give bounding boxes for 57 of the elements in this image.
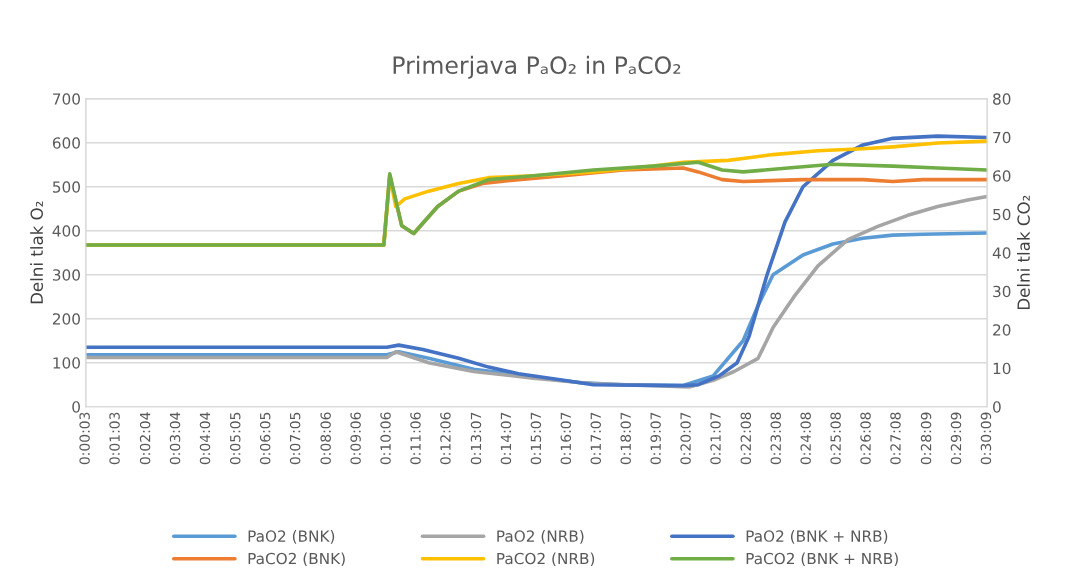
x-tick-label: 0:18:07 [620,412,631,465]
y2-tick-label: 40 [992,247,1011,259]
legend-label: PaCO2 (NRB) [497,552,595,567]
x-tick-label: 0:28:09 [920,412,932,465]
x-tick-label: 0:01:03 [109,412,120,465]
x-tick-label: 0:12:06 [440,412,451,465]
x-tick-label: 0:16:07 [560,412,572,465]
y-tick-label: 500 [53,181,80,193]
y-tick-label: 0 [72,401,80,413]
legend-label: PaO2 (NRB) [497,530,584,544]
x-tick-label: 0:11:06 [410,412,421,465]
y2-tick-label: 80 [993,93,1011,105]
y-tick-label: 600 [52,137,80,149]
x-tick-label: 0:21:07 [710,412,721,465]
y2-axis-title: Delni tlak CO₂ [1017,195,1030,310]
y2-tick-label: 70 [993,131,1011,144]
legend-label: PaO2 (BNK + NRB) [746,530,888,544]
y2-tick-label: 0 [993,401,1001,413]
legend-label: PaO2 (BNK) [248,530,335,544]
x-tick-label: 0:02:04 [139,412,151,465]
x-tick-label: 0:14:07 [500,412,512,465]
y2-tick-label: 60 [993,170,1011,182]
x-tick-label: 0:07:05 [289,412,301,465]
x-tick-label: 0:26:08 [860,412,871,465]
y-tick-label: 400 [52,225,80,237]
y-tick-label: 100 [53,357,80,369]
y2-tick-label: 30 [993,285,1011,298]
x-tick-label: 0:19:07 [650,412,661,465]
x-tick-label: 0:03:04 [169,412,181,465]
x-tick-label: 0:24:08 [800,412,811,465]
x-tick-label: 0:06:05 [259,412,271,465]
y2-tick-label: 20 [993,324,1011,336]
x-tick-label: 0:00:03 [79,412,90,465]
x-tick-label: 0:09:06 [350,412,361,465]
x-tick-label: 0:05:05 [229,412,241,465]
chart-title: Primerjava PₐO₂ in PₐCO₂ [393,55,681,79]
x-tick-label: 0:29:09 [950,412,962,465]
x-tick-label: 0:23:08 [770,412,781,465]
x-tick-label: 0:13:07 [470,412,482,465]
x-tick-label: 0:22:08 [740,412,752,465]
y-tick-label: 700 [53,93,80,105]
y2-tick-label: 50 [993,208,1011,221]
x-tick-label: 0:10:06 [380,412,391,465]
y-tick-label: 200 [52,313,80,325]
y-axis-title: Delni tlak O₂ [30,201,44,304]
x-tick-label: 0:08:06 [320,412,331,465]
y2-tick-label: 10 [993,362,1011,375]
x-tick-label: 0:04:04 [199,412,211,465]
x-tick-label: 0:20:07 [680,412,691,465]
x-tick-label: 0:30:09 [980,412,992,465]
y-tick-label: 300 [52,269,80,281]
x-tick-label: 0:25:08 [830,412,841,465]
legend-label: PaCO2 (BNK + NRB) [746,552,898,567]
legend-label: PaCO2 (BNK) [248,552,345,567]
x-tick-label: 0:15:07 [530,412,542,465]
x-tick-label: 0:27:08 [890,412,901,465]
x-tick-label: 0:17:07 [590,412,602,465]
